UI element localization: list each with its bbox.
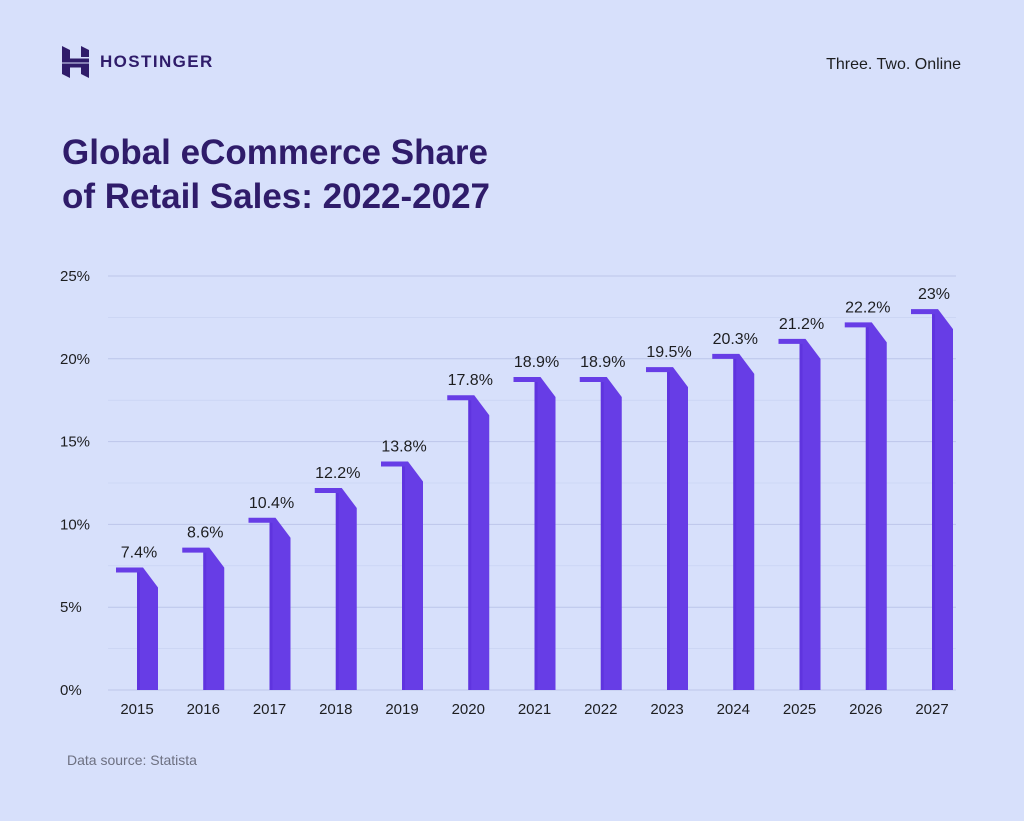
y-tick-label: 0% (60, 682, 82, 699)
data-label: 17.8% (448, 372, 493, 389)
brand-name: HOSTINGER (100, 52, 214, 71)
brand-logo: HOSTINGER (62, 46, 214, 78)
bar-shade (733, 358, 737, 690)
y-tick-label: 10% (60, 516, 90, 533)
bar-2027 (911, 309, 953, 690)
bar-shade (402, 466, 405, 690)
data-label: 20.3% (713, 331, 758, 348)
bar-2018 (314, 487, 357, 690)
y-tick-label: 25% (60, 268, 90, 285)
bar-shade (667, 372, 670, 690)
x-tick-label: 2021 (518, 701, 551, 718)
data-label: 13.8% (381, 438, 426, 455)
bar-2022 (579, 377, 622, 690)
data-label: 19.5% (646, 344, 691, 361)
x-tick-label: 2018 (319, 701, 352, 718)
y-tick-label: 15% (60, 434, 90, 451)
chart-title-line-2: of Retail Sales: 2022-2027 (62, 177, 491, 216)
bar-shade (468, 400, 472, 690)
x-tick-label: 2027 (915, 701, 948, 718)
x-tick-label: 2017 (253, 701, 286, 718)
bar-shade (269, 522, 273, 690)
bar-2020 (447, 395, 490, 690)
bar-shade (137, 572, 140, 690)
data-label: 23% (918, 286, 950, 303)
x-tick-label: 2026 (849, 701, 882, 718)
x-tick-label: 2025 (783, 701, 816, 718)
x-tick-label: 2019 (385, 701, 418, 718)
data-label: 18.9% (580, 354, 625, 371)
chart-title-line-1: Global eCommerce Share (62, 133, 488, 172)
bar-2021 (513, 377, 556, 690)
bar-2026 (844, 322, 887, 690)
bar-shade (932, 314, 935, 690)
y-tick-label: 20% (60, 351, 90, 368)
bar-shade (335, 492, 339, 690)
y-tick-label: 5% (60, 599, 82, 616)
data-label: 7.4% (121, 544, 157, 561)
hostinger-h-logo-icon (62, 46, 89, 78)
data-label: 12.2% (315, 465, 360, 482)
bar-shade (799, 343, 803, 690)
data-source-note: Data source: Statista (67, 752, 197, 768)
bar-2023 (646, 367, 688, 690)
x-tick-label: 2020 (452, 701, 485, 718)
x-tick-label: 2023 (650, 701, 683, 718)
bar-shade (203, 552, 207, 690)
data-label: 10.4% (249, 495, 294, 512)
bar-2024 (712, 353, 755, 690)
bar-2017 (248, 517, 291, 690)
x-tick-label: 2022 (584, 701, 617, 718)
x-tick-label: 2015 (120, 701, 153, 718)
data-label: 21.2% (779, 316, 824, 333)
brand-tagline: Three. Two. Online (826, 56, 961, 73)
bar-2025 (778, 338, 821, 690)
data-label: 18.9% (514, 354, 559, 371)
data-label: 8.6% (187, 525, 223, 542)
x-tick-label: 2024 (717, 701, 750, 718)
bar-shade (534, 382, 538, 690)
bar-shade (865, 327, 869, 690)
data-label: 22.2% (845, 299, 890, 316)
bar-2019 (381, 461, 423, 690)
x-tick-label: 2016 (187, 701, 220, 718)
bar-2015 (116, 567, 158, 690)
chart-title: Global eCommerce Share of Retail Sales: … (62, 131, 622, 219)
bar-2016 (182, 547, 225, 690)
bar-shade (600, 382, 604, 690)
